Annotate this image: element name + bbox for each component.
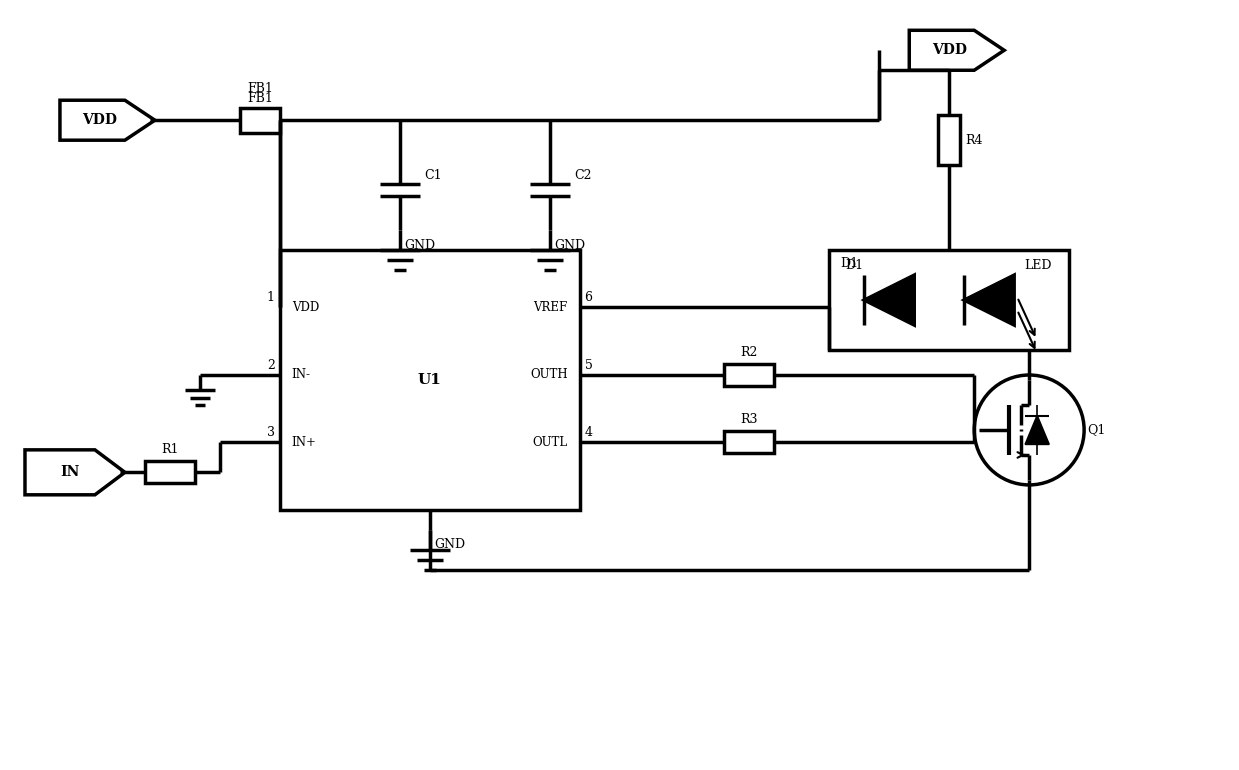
Circle shape (974, 375, 1084, 485)
Text: FB1: FB1 (247, 92, 273, 105)
Text: R2: R2 (741, 346, 758, 359)
Text: FB1: FB1 (247, 82, 273, 95)
Text: 1: 1 (266, 291, 275, 304)
Text: GND: GND (555, 239, 586, 252)
Bar (829, 250, 1069, 350)
Text: 6: 6 (585, 291, 592, 304)
Text: Q1: Q1 (1087, 424, 1105, 437)
Polygon shape (1025, 416, 1049, 444)
Text: VREF: VREF (533, 301, 567, 313)
Text: IN-: IN- (291, 368, 311, 381)
Text: VDD: VDD (83, 113, 118, 127)
Text: D1: D1 (845, 259, 864, 272)
Text: VDD: VDD (932, 43, 966, 57)
Polygon shape (865, 275, 914, 325)
Text: 4: 4 (585, 427, 592, 440)
Text: OUTL: OUTL (533, 436, 567, 449)
Text: LED: LED (1025, 259, 1052, 272)
Polygon shape (964, 275, 1015, 325)
Text: D1: D1 (840, 257, 859, 270)
Text: 2: 2 (266, 359, 275, 372)
Bar (725, 431, 774, 454)
Text: C1: C1 (425, 169, 442, 182)
Text: R3: R3 (741, 413, 758, 427)
Text: R1: R1 (161, 444, 178, 457)
Text: U1: U1 (418, 373, 441, 387)
Text: GND: GND (405, 239, 436, 252)
Text: C2: C2 (575, 169, 592, 182)
Polygon shape (59, 100, 155, 140)
Text: IN+: IN+ (291, 436, 317, 449)
Bar (240, 108, 280, 132)
Bar (938, 116, 960, 166)
Text: IN: IN (61, 465, 79, 480)
Text: OUTH: OUTH (530, 368, 567, 381)
Text: GND: GND (435, 538, 466, 551)
Bar (145, 461, 195, 484)
Text: 5: 5 (585, 359, 592, 372)
Bar (725, 363, 774, 386)
Polygon shape (909, 30, 1004, 70)
Text: VDD: VDD (291, 301, 318, 313)
Text: R4: R4 (965, 134, 983, 147)
Bar (280, 250, 580, 510)
Polygon shape (25, 450, 125, 495)
Text: 3: 3 (266, 427, 275, 440)
